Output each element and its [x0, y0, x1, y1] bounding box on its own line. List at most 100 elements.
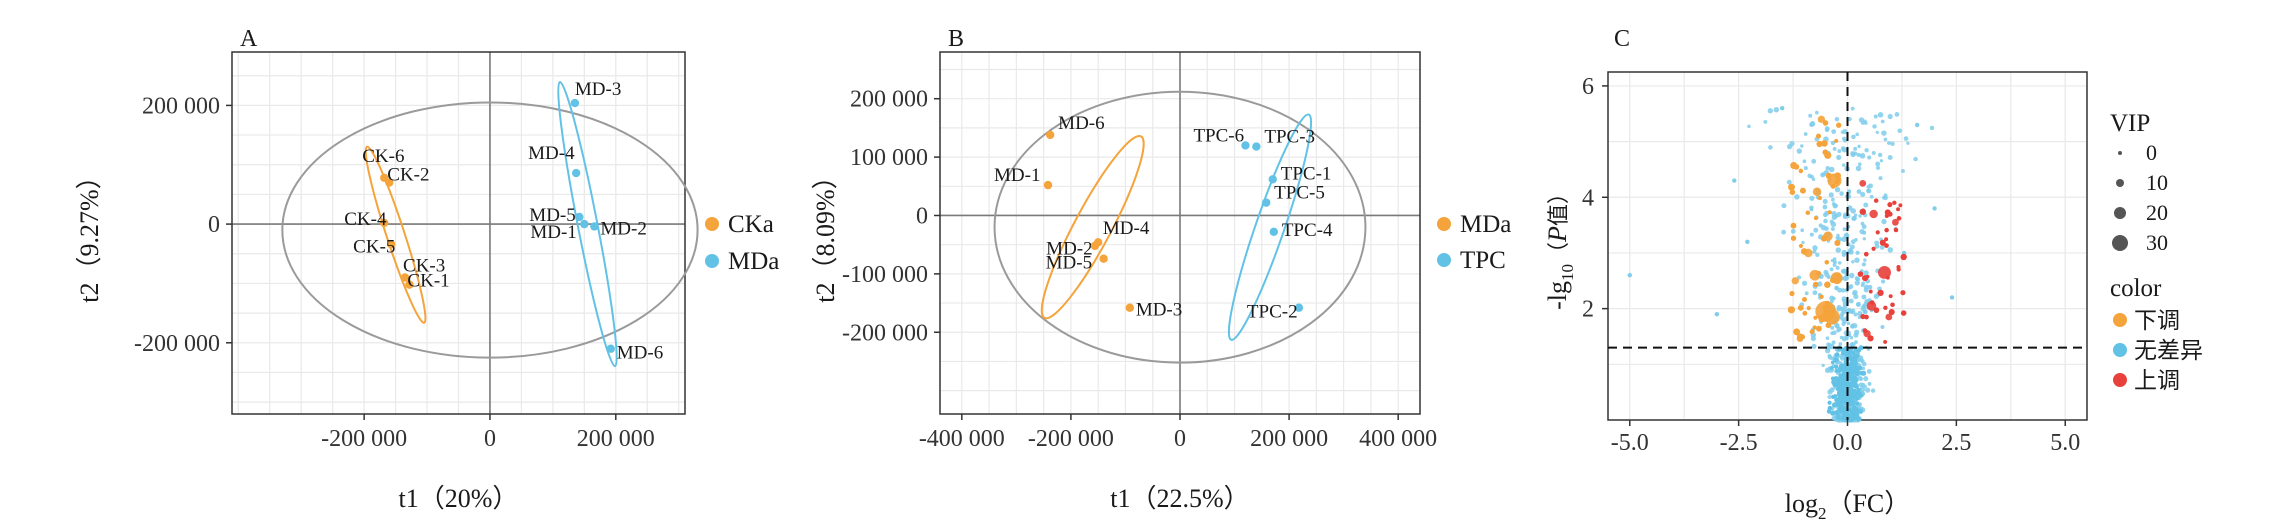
data-point [1812, 249, 1817, 254]
data-point [1824, 309, 1840, 325]
data-point [1810, 335, 1816, 342]
data-point [1874, 243, 1880, 249]
data-point [1853, 378, 1858, 383]
data-point [1873, 293, 1879, 299]
data-point [1863, 270, 1869, 276]
data-point [1830, 140, 1836, 146]
data-point [1858, 214, 1862, 218]
data-point [1896, 216, 1902, 221]
data-point [1884, 209, 1891, 216]
data-point [1801, 240, 1805, 245]
data-point [1799, 187, 1806, 194]
legend-swatch [2113, 313, 2127, 327]
point-label: MD-2 [600, 218, 646, 239]
data-point [1879, 239, 1886, 246]
data-point [1836, 233, 1840, 238]
data-point [1848, 272, 1855, 279]
data-point [1837, 149, 1842, 153]
data-point [1834, 187, 1841, 193]
legend-label: MDa [1460, 211, 1511, 238]
data-point [1781, 203, 1787, 209]
data-point [1857, 375, 1862, 381]
data-point [1821, 172, 1826, 177]
data-point [1887, 141, 1891, 145]
panel-label: B [948, 26, 964, 52]
data-point [1809, 329, 1815, 335]
data-point [1840, 130, 1845, 134]
legend-size-label: 10 [2146, 170, 2168, 195]
data-point [1832, 263, 1837, 267]
data-point [1844, 365, 1849, 370]
data-point [1831, 129, 1837, 134]
data-point [1883, 339, 1888, 344]
y-axis-title: -lg10（P值） [1543, 182, 1577, 310]
data-point [1913, 156, 1918, 162]
legend-size-label: 30 [2146, 230, 2168, 255]
data-point [1798, 243, 1804, 248]
data-point [1811, 343, 1817, 349]
data-point [1884, 243, 1889, 248]
data-point [1841, 394, 1847, 401]
data-point [1868, 183, 1873, 189]
x-tick-label: 0 [484, 426, 496, 452]
x-tick-label: -5.0 [1611, 430, 1649, 456]
legend-size-swatch [2114, 207, 2126, 219]
data-point [1786, 179, 1792, 185]
data-point [1241, 141, 1250, 150]
data-point [1819, 294, 1824, 299]
data-point [1802, 310, 1808, 316]
panel-c: -5.0 -2.5 0.0 2.5 5.0642log2（FC）-lg10（P值）CVI… [1543, 26, 2203, 523]
data-point [1768, 145, 1773, 150]
legend-title: VIP [2110, 110, 2150, 137]
data-point [1829, 219, 1834, 224]
y-tick-label: -200 000 [134, 331, 220, 357]
data-point [1821, 140, 1828, 147]
data-point [1863, 258, 1867, 262]
data-point [1901, 168, 1905, 173]
data-point [1829, 267, 1834, 272]
x-axis-title: t1（20%） [399, 484, 519, 513]
y-tick-label: 0 [916, 203, 928, 229]
data-point [1829, 387, 1835, 393]
data-point [1808, 113, 1813, 118]
data-point [1834, 239, 1841, 247]
data-point [1854, 257, 1860, 263]
data-point [1836, 415, 1841, 420]
y-axis-title-paren: （ [1547, 242, 1572, 264]
data-point [1841, 371, 1848, 377]
data-point [1835, 265, 1840, 270]
data-point [1855, 401, 1860, 406]
point-label: CK-1 [407, 271, 449, 292]
data-point [1805, 210, 1811, 215]
data-point [1797, 305, 1804, 311]
data-point [580, 219, 589, 229]
data-point [1857, 144, 1861, 149]
data-point [1818, 223, 1823, 228]
data-point [1791, 277, 1799, 285]
data-point [1831, 197, 1835, 202]
data-point [1863, 202, 1869, 208]
data-point [1125, 303, 1135, 312]
data-point [1804, 248, 1813, 258]
data-point [1836, 154, 1842, 160]
point-label: TPC-5 [1274, 183, 1325, 204]
data-point [1856, 302, 1861, 307]
data-point [1809, 269, 1821, 281]
data-point [1867, 155, 1872, 160]
data-point [1803, 132, 1808, 136]
data-point [1822, 149, 1829, 156]
data-point [1873, 114, 1878, 119]
legend-label: CKa [728, 211, 774, 238]
data-point [1627, 273, 1632, 278]
data-point [1893, 227, 1899, 233]
data-point [1824, 367, 1831, 374]
point-label: MD-5 [529, 205, 575, 226]
data-point [1261, 198, 1271, 207]
data-point [1789, 189, 1796, 195]
data-point [1858, 357, 1864, 363]
data-point [1832, 203, 1838, 209]
data-point [1906, 141, 1910, 145]
data-point [1839, 335, 1844, 340]
data-point [1856, 152, 1861, 158]
data-point [1855, 368, 1860, 373]
